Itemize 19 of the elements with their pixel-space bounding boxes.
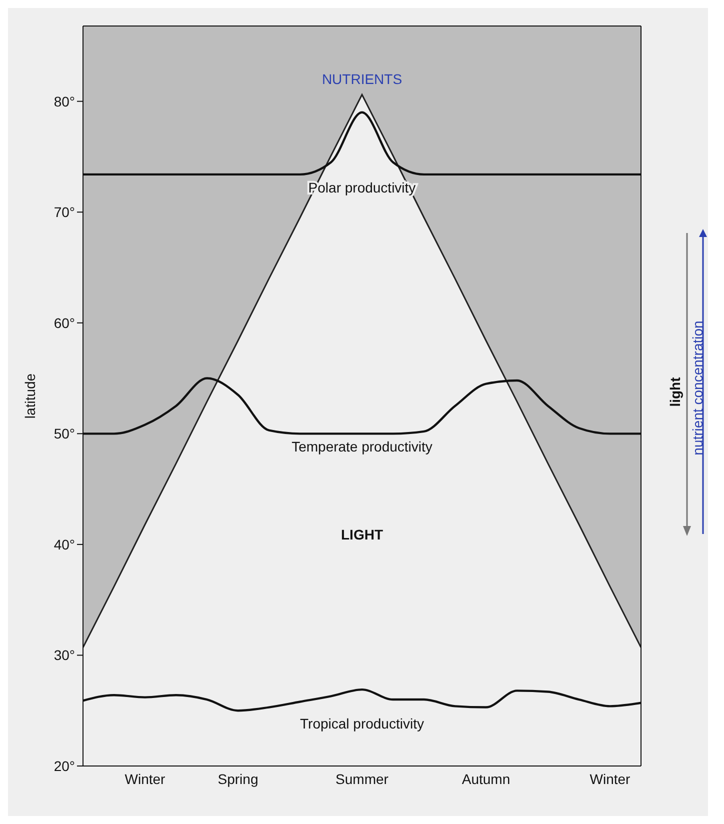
- text: nutrient concentration: [689, 320, 706, 456]
- annotation: LIGHT: [341, 526, 384, 542]
- x-tick-label: Summer: [336, 770, 389, 787]
- series-label: Temperate productivity: [292, 438, 432, 455]
- y-tick-label: 40°: [54, 536, 75, 552]
- y-tick-label: 70°: [54, 204, 75, 220]
- y-tick-label: 30°: [54, 647, 75, 664]
- y-tick-label: 60°: [54, 314, 75, 331]
- text: light: [667, 376, 683, 407]
- x-tick-label: Winter: [124, 770, 166, 787]
- series-label: Tropical productivity: [300, 716, 424, 732]
- y-tick-label: 80°: [54, 93, 75, 110]
- x-tick-label: Winter: [590, 770, 631, 787]
- annotation: NUTRIENTS: [322, 71, 402, 88]
- y-tick-label: 20°: [54, 758, 75, 774]
- x-tick-label: Spring: [218, 770, 258, 787]
- y-axis-title: latitude: [22, 373, 38, 419]
- y-tick-label: 50°: [54, 426, 75, 442]
- x-tick-label: Autumn: [462, 770, 510, 787]
